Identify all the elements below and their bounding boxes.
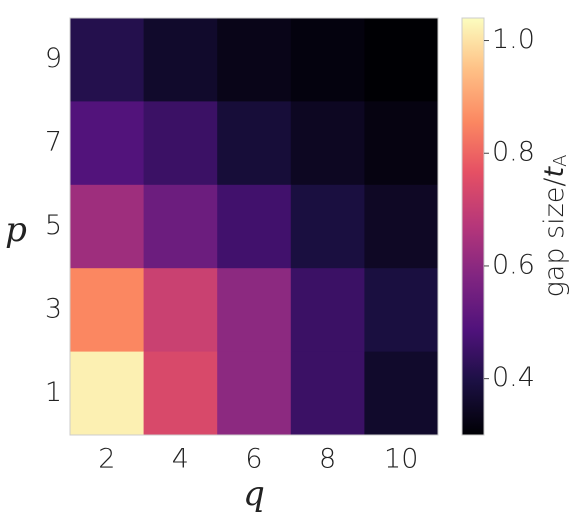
x-tick-label: 2: [98, 444, 115, 475]
heatmap-cell: [70, 101, 145, 186]
y-tick-label: 7: [45, 127, 62, 158]
colorbar-tick-label: 0.6: [492, 249, 535, 280]
heatmap-cell: [217, 184, 292, 269]
x-tick-label: 8: [319, 444, 336, 475]
plot-frame: [69, 17, 439, 436]
heatmap-cell: [143, 101, 218, 186]
heatmap-cell: [290, 184, 365, 269]
heatmap-cell: [70, 268, 145, 353]
colorbar-tick-label: 1.0: [492, 24, 535, 55]
colorbar-tick-label: 0.8: [492, 137, 535, 168]
y-tick-label: 3: [45, 293, 62, 324]
heatmap-cell: [364, 268, 439, 353]
heatmap-cell: [70, 18, 145, 102]
heatmap-cell: [70, 351, 145, 436]
x-tick-label: 6: [245, 444, 262, 475]
y-tick-label: 9: [45, 43, 62, 74]
heatmap-cell: [143, 351, 218, 436]
heatmap-cell: [364, 184, 439, 269]
heatmap-cell: [143, 268, 218, 353]
heatmap-cell: [217, 268, 292, 353]
y-axis-label: p: [5, 210, 27, 250]
heatmap-cell: [70, 184, 145, 269]
colorbar-tick-label: 0.4: [492, 362, 535, 393]
x-tick-label: 4: [172, 444, 189, 475]
heatmap-cell: [143, 184, 218, 269]
heatmap-cell: [364, 351, 439, 436]
heatmap-cell: [290, 351, 365, 436]
heatmap-cell: [217, 18, 292, 102]
heatmap-cell: [143, 18, 218, 102]
heatmap-cell: [364, 101, 439, 186]
colorbar: [461, 17, 485, 436]
heatmap-cell: [290, 18, 365, 102]
heatmap-cell: [364, 18, 439, 102]
x-axis-label: q: [243, 474, 265, 514]
heatmap-cell: [217, 351, 292, 436]
colorbar-label: gap size/tA: [539, 155, 572, 298]
y-tick-label: 5: [45, 210, 62, 241]
x-tick-label: 10: [384, 444, 418, 475]
y-tick-label: 1: [45, 377, 62, 408]
heatmap-cell: [217, 101, 292, 186]
heatmap-cell: [290, 101, 365, 186]
heatmap-cell: [290, 268, 365, 353]
